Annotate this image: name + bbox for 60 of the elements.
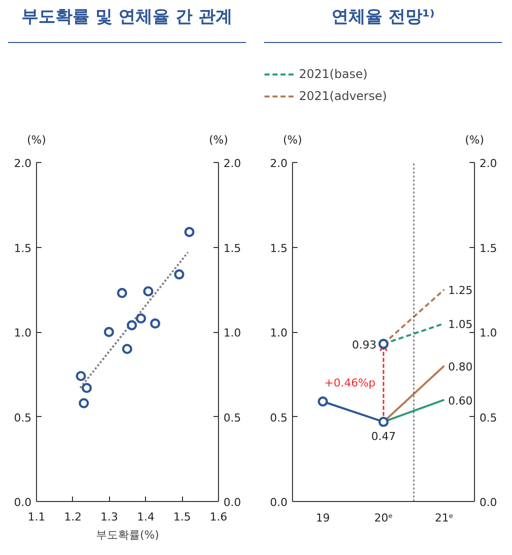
x-tick-label: 1.3	[100, 510, 118, 524]
y2-tick-label: 0.0	[224, 496, 241, 509]
y-tick-label: 1.5	[14, 242, 32, 255]
legend-label: 2021(adverse)	[299, 89, 387, 103]
x-tick-label: 21ᵉ	[434, 512, 454, 524]
point	[378, 338, 389, 349]
data-label: 0.93	[352, 338, 377, 352]
y2-tick-label: 0.5	[224, 411, 241, 424]
y2-tick-label: 2.0	[224, 157, 241, 170]
chart-title: 연체율 전망¹⁾	[331, 6, 435, 29]
y2-axis-title: (%)	[208, 134, 228, 146]
y-tick-label: 0.5	[270, 411, 288, 424]
annotation: +0.46%p	[324, 376, 376, 390]
data-label: 0.80	[448, 360, 473, 374]
x-tick-label: 1.2	[64, 510, 82, 524]
point	[378, 416, 389, 427]
y2-tick-label: 2.0	[480, 157, 497, 170]
y2-tick-label: 1.0	[480, 326, 497, 340]
x-tick-label: 1.5	[173, 510, 191, 524]
point	[143, 286, 154, 296]
data-label: 1.05	[448, 318, 473, 332]
y-tick-label: 2.0	[14, 157, 32, 170]
y-tick-label: 1.0	[14, 326, 32, 340]
y-tick-label: 1.0	[270, 326, 288, 340]
y2-tick-label: 1.5	[480, 242, 497, 255]
point	[150, 318, 160, 329]
point	[136, 313, 146, 324]
x-tick-label: 1.6	[210, 510, 228, 524]
x-axis-title: 부도확률(%)	[96, 528, 160, 542]
data-label: 1.25	[448, 284, 473, 298]
point	[126, 320, 137, 330]
x-tick-label: 20ᵉ	[374, 512, 393, 524]
chart-title: 부도확률 및 연체율 간 관계	[22, 6, 232, 29]
point	[122, 344, 132, 354]
point	[174, 269, 184, 280]
y2-tick-label: 0.0	[480, 496, 497, 509]
x-tick-label: 1.4	[136, 510, 154, 524]
y-tick-label: 1.5	[270, 242, 288, 255]
y-axis-title: (%)	[26, 134, 46, 146]
y-tick-label: 0.0	[270, 496, 288, 509]
point	[184, 226, 194, 238]
y2-tick-label: 1.5	[224, 242, 241, 255]
y2-axis-title: (%)	[464, 134, 484, 146]
data-label: 0.60	[448, 394, 473, 408]
y2-tick-label: 0.5	[480, 411, 497, 424]
point	[116, 288, 128, 298]
point	[318, 396, 328, 407]
y-tick-label: 2.0	[270, 157, 288, 170]
point	[78, 398, 89, 408]
y-axis-title: (%)	[282, 134, 302, 146]
y2-tick-label: 1.0	[224, 326, 241, 340]
y-tick-label: 0.0	[14, 496, 32, 509]
x-tick-label: 1.1	[28, 510, 46, 524]
point	[76, 370, 86, 382]
x-tick-label: 19	[316, 512, 330, 524]
y-tick-label: 0.5	[14, 411, 32, 424]
point	[104, 326, 114, 338]
data-label: 0.47	[371, 430, 396, 443]
legend-label: 2021(base)	[299, 67, 368, 81]
point	[82, 382, 92, 394]
